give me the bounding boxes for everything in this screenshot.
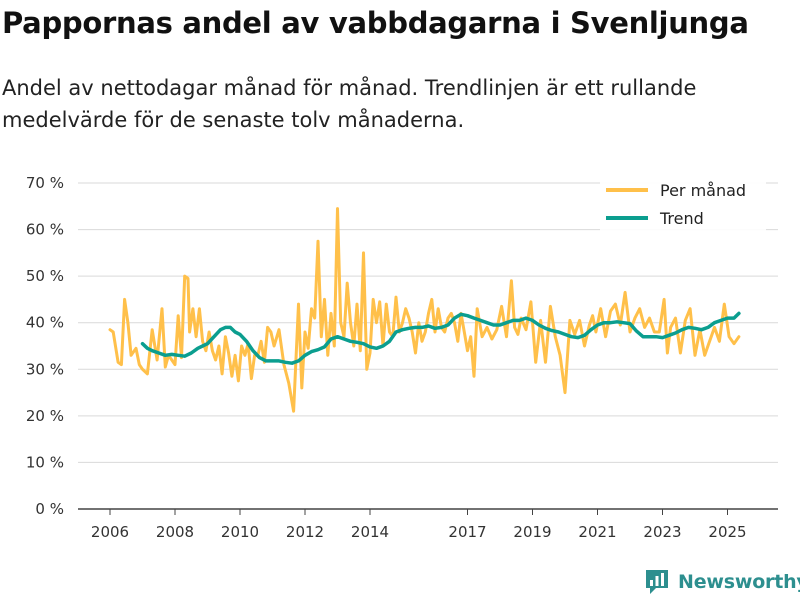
x-tick-label: 2010	[221, 523, 259, 541]
chart-title: Pappornas andel av vabbdagarna i Svenlju…	[2, 6, 749, 40]
y-axis-ticks: 0 % 10 % 20 % 30 % 40 % 50 % 60 % 70 %	[26, 174, 64, 518]
x-tick-label: 2014	[351, 523, 389, 541]
x-tick-label: 2025	[708, 523, 746, 541]
y-tick-label: 10 %	[26, 453, 64, 471]
legend-label-per-manad: Per månad	[660, 181, 746, 200]
x-tick-label: 2021	[578, 523, 616, 541]
y-tick-label: 20 %	[26, 407, 64, 425]
series-line-trend	[140, 311, 741, 365]
y-tick-label: 50 %	[26, 267, 64, 285]
newsworthy-brand: Newsworthy	[678, 571, 800, 593]
x-axis-ticks: 2006 2008 2010 2012 2014 2017 2019 2021 2023 2025	[91, 509, 747, 541]
newsworthy-logo: Newsworthy	[644, 568, 800, 596]
x-tick-label: 2017	[448, 523, 486, 541]
y-tick-label: 0 %	[35, 500, 64, 518]
series-lines	[108, 207, 741, 413]
newsworthy-logo-icon	[646, 570, 668, 594]
x-tick-label: 2019	[513, 523, 551, 541]
series-line-per-manad	[108, 207, 741, 413]
chart-subtitle: Andel av nettodagar månad för månad. Tre…	[2, 76, 697, 132]
x-tick-label: 2023	[643, 523, 681, 541]
legend: Per månad Trend	[600, 176, 766, 232]
x-tick-label: 2008	[156, 523, 194, 541]
y-tick-label: 40 %	[26, 314, 64, 332]
x-tick-label: 2006	[91, 523, 129, 541]
y-tick-label: 70 %	[26, 174, 64, 192]
legend-background	[600, 176, 766, 232]
x-tick-label: 2012	[286, 523, 324, 541]
y-tick-label: 30 %	[26, 360, 64, 378]
y-tick-label: 60 %	[26, 221, 64, 239]
legend-label-trend: Trend	[659, 209, 704, 228]
